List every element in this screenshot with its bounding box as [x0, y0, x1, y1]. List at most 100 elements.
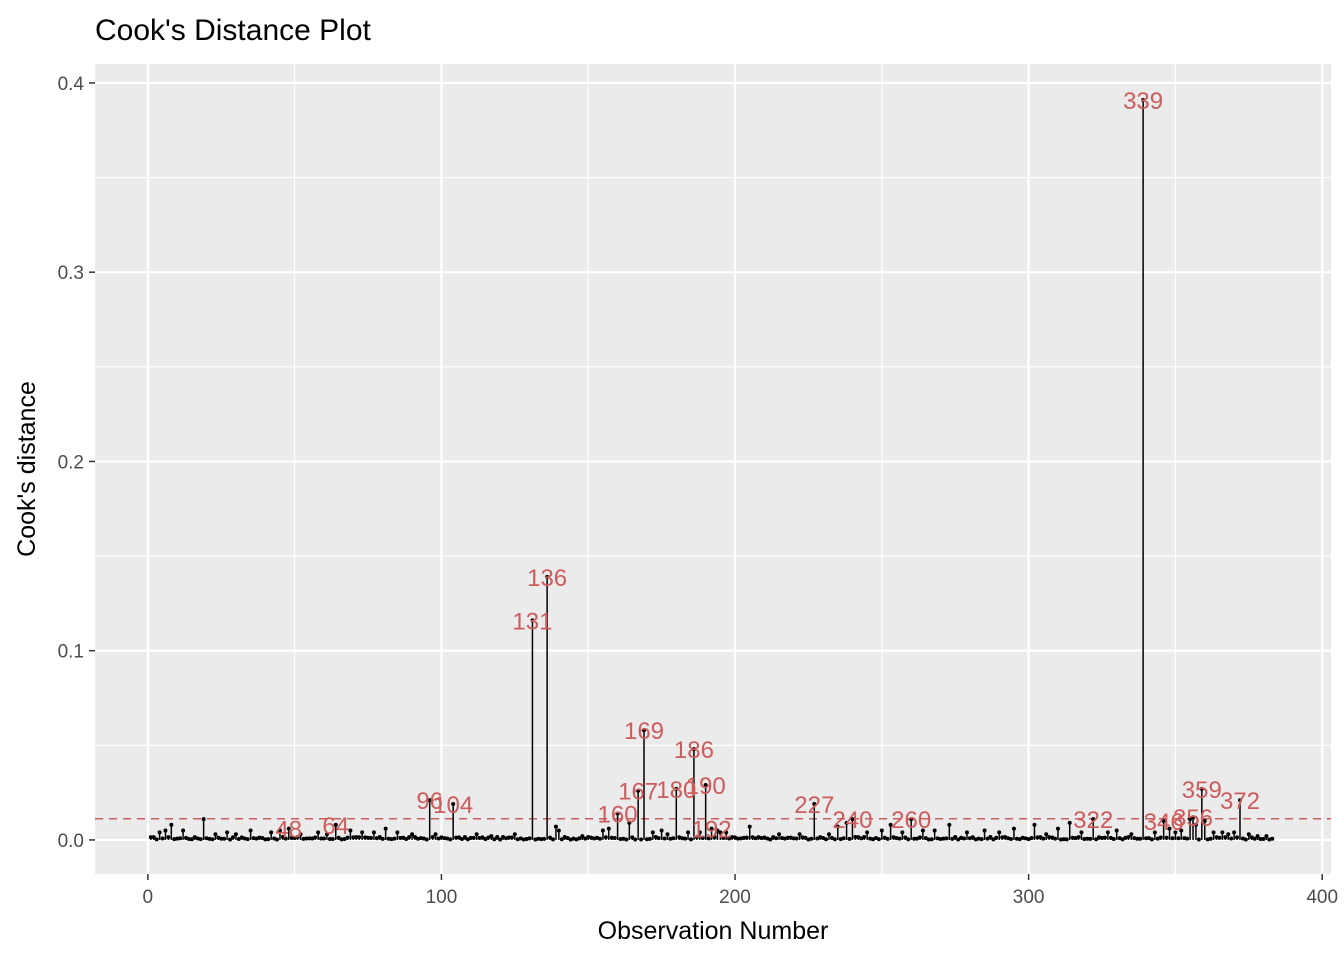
point-obs-1	[148, 835, 153, 840]
point-obs-188	[697, 830, 702, 835]
obs-label-167: 167	[618, 779, 658, 806]
point-obs-220	[791, 836, 796, 841]
point-obs-275	[953, 834, 958, 839]
point-obs-22	[210, 837, 215, 842]
point-obs-97	[430, 835, 435, 840]
point-obs-88	[404, 836, 409, 841]
point-obs-307	[1047, 835, 1052, 840]
point-obs-86	[398, 835, 403, 840]
point-obs-19	[201, 817, 206, 822]
point-obs-224	[803, 835, 808, 840]
point-obs-80	[380, 836, 385, 841]
point-obs-131	[530, 618, 535, 623]
point-obs-12	[181, 828, 186, 833]
point-obs-252	[885, 836, 890, 841]
point-obs-159	[612, 835, 617, 840]
point-obs-260	[909, 817, 914, 822]
point-obs-148	[580, 834, 585, 839]
point-obs-110	[468, 835, 473, 840]
point-obs-345	[1158, 835, 1163, 840]
point-obs-84	[392, 836, 397, 841]
point-obs-55	[307, 836, 312, 841]
point-obs-103	[448, 837, 453, 842]
chart-title: Cook's Distance Plot	[95, 14, 372, 47]
point-obs-28	[228, 837, 233, 842]
point-obs-330	[1114, 828, 1119, 833]
point-obs-112	[474, 832, 479, 837]
point-obs-234	[832, 837, 837, 842]
point-obs-296	[1014, 836, 1019, 841]
point-obs-138	[550, 837, 555, 842]
point-obs-332	[1120, 837, 1125, 842]
point-obs-320	[1085, 836, 1090, 841]
y-tick-label: 0.1	[58, 642, 84, 663]
point-obs-349	[1170, 836, 1175, 841]
point-obs-30	[233, 832, 238, 837]
obs-label-104: 104	[433, 792, 473, 819]
point-obs-185	[688, 837, 693, 842]
point-obs-14	[186, 836, 191, 841]
point-obs-379	[1258, 837, 1263, 842]
point-obs-45	[277, 828, 282, 833]
point-obs-160	[615, 811, 620, 816]
point-obs-31	[236, 837, 241, 842]
point-obs-249	[876, 837, 881, 842]
point-obs-214	[774, 836, 779, 841]
point-obs-221	[794, 836, 799, 841]
point-obs-134	[539, 837, 544, 842]
x-tick-label: 200	[719, 887, 751, 908]
point-obs-114	[480, 835, 485, 840]
point-obs-368	[1226, 832, 1231, 837]
point-obs-334	[1126, 835, 1131, 840]
point-obs-66	[339, 837, 344, 842]
point-obs-366	[1220, 830, 1225, 835]
point-obs-305	[1041, 836, 1046, 841]
point-obs-278	[962, 836, 967, 841]
point-obs-81	[383, 826, 388, 831]
point-obs-340	[1144, 836, 1149, 841]
point-obs-157	[606, 826, 611, 831]
point-obs-199	[730, 835, 735, 840]
point-obs-354	[1185, 836, 1190, 841]
point-obs-75	[366, 835, 371, 840]
point-obs-168	[639, 837, 644, 842]
point-obs-244	[862, 834, 867, 839]
point-obs-303	[1035, 835, 1040, 840]
point-obs-85	[395, 830, 400, 835]
point-obs-295	[1011, 826, 1016, 831]
point-obs-352	[1179, 828, 1184, 833]
point-obs-69	[348, 828, 353, 833]
point-obs-156	[603, 835, 608, 840]
point-obs-371	[1235, 835, 1240, 840]
point-obs-351	[1176, 836, 1181, 841]
point-obs-284	[979, 837, 984, 842]
point-obs-274	[950, 836, 955, 841]
point-obs-343	[1152, 830, 1157, 835]
point-obs-203	[741, 835, 746, 840]
point-obs-47	[283, 836, 288, 841]
point-obs-273	[947, 822, 952, 827]
point-obs-130	[527, 836, 532, 841]
point-obs-141	[559, 837, 564, 842]
point-obs-189	[700, 835, 705, 840]
obs-label-240: 240	[832, 807, 872, 834]
point-obs-51	[295, 835, 300, 840]
point-obs-355	[1188, 817, 1193, 822]
point-obs-6	[163, 828, 168, 833]
point-obs-290	[997, 830, 1002, 835]
point-obs-4	[157, 830, 162, 835]
point-obs-27	[225, 830, 230, 835]
point-obs-63	[330, 837, 335, 842]
point-obs-383	[1270, 836, 1275, 841]
point-obs-46	[280, 834, 285, 839]
point-obs-301	[1029, 836, 1034, 841]
obs-label-96: 96	[416, 788, 443, 815]
point-obs-192	[709, 826, 714, 831]
point-obs-261	[912, 836, 917, 841]
point-obs-374	[1243, 837, 1248, 842]
point-obs-258	[903, 835, 908, 840]
x-tick-label: 0	[143, 887, 154, 908]
point-obs-18	[198, 837, 203, 842]
point-obs-378	[1255, 834, 1260, 839]
point-obs-294	[1008, 836, 1013, 841]
